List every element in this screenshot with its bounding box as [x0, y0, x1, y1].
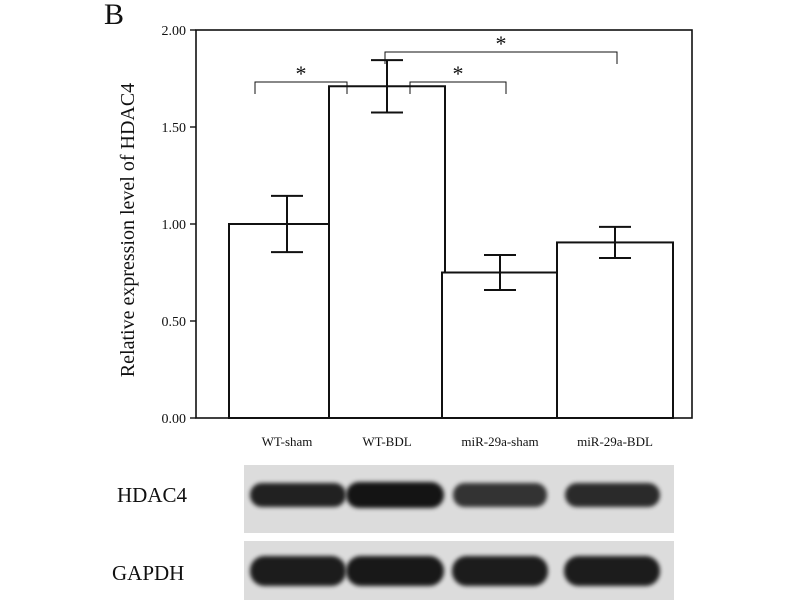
bar — [441, 271, 559, 419]
bar — [556, 241, 674, 419]
blot-band — [451, 556, 549, 586]
y-tick-label: 0.50 — [162, 315, 187, 330]
x-tick-label: WT-BDL — [362, 434, 411, 449]
blot-band — [249, 482, 347, 508]
y-tick-label: 1.50 — [162, 121, 187, 136]
y-axis-label: Relative expression level of HDAC4 — [117, 83, 139, 377]
x-tick-label: miR-29a-sham — [461, 434, 538, 449]
y-tick-label: 2.00 — [162, 24, 187, 39]
y-tick-label: 0.00 — [162, 412, 187, 427]
significance-bracket — [409, 81, 507, 94]
x-tick-label: miR-29a-BDL — [577, 434, 653, 449]
bar-chart: 0.00 0.50 1.00 1.50 2.00 Relative expression … — [117, 24, 693, 449]
blot-band — [249, 556, 347, 586]
significance-bracket — [254, 81, 348, 94]
blot-band — [346, 556, 444, 586]
significance-bracket — [384, 51, 618, 64]
blot-label-gapdh: GAPDH — [112, 561, 185, 585]
panel-letter: B — [104, 0, 125, 31]
y-tick-label: 1.00 — [162, 218, 187, 233]
significance-star: * — [496, 31, 507, 56]
bar — [328, 85, 446, 419]
x-tick-label: WT-sham — [262, 434, 313, 449]
blot-band — [564, 482, 660, 508]
blot-band — [453, 483, 547, 507]
significance-star: * — [453, 61, 464, 86]
significance-star: * — [296, 61, 307, 86]
blot-label-hdac4: HDAC4 — [117, 483, 188, 507]
blot-band — [346, 482, 444, 508]
blot-band — [563, 556, 661, 586]
bar — [228, 223, 346, 419]
